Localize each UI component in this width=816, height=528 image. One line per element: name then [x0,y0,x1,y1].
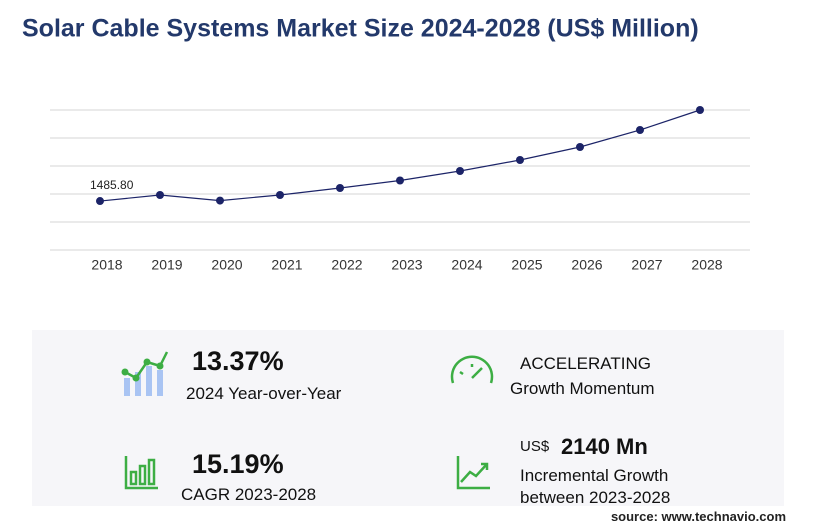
point [156,190,164,199]
point [696,106,704,114]
stat-label: CAGR 2023-2028 [181,485,317,504]
chart: Solar Cable Systems Market Size 2024-202… [22,15,750,273]
cagr-icon [124,456,158,490]
point [96,197,104,206]
point [636,125,644,134]
gauge-icon [450,355,494,384]
point [576,142,584,151]
stat-value: ACCELERATING [520,354,651,373]
x-tick-label: 2028 [691,257,722,273]
chart-title: Solar Cable Systems Market Size 2024-202… [22,15,699,43]
x-tick-label: 2021 [271,257,302,273]
stat-label: 2024 Year-over-Year [186,384,342,403]
point [396,176,404,185]
point [516,156,524,165]
source: source: www.technavio.com [610,509,786,524]
stat-value: 13.37% [192,346,284,376]
x-tick-label: 2026 [571,257,602,273]
x-tick-label: 2022 [331,257,362,273]
x-tick-label: 2025 [511,257,542,273]
stat-label: between 2023-2028 [520,488,671,507]
point [216,196,224,205]
value-label: 1485.80 [90,178,134,192]
x-tick-label: 2024 [451,257,482,273]
point [336,184,344,193]
stat-label: Growth Momentum [510,379,655,398]
yoy-icon [121,351,169,396]
point [456,167,464,176]
x-tick-label: 2019 [151,257,182,273]
growth-icon [456,456,490,490]
stat-value: 15.19% [192,449,284,479]
stat-label: Incremental Growth [520,466,669,485]
stat-value: 2140 Mn [561,434,648,459]
x-tick-label: 2027 [631,257,662,273]
x-tick-label: 2020 [211,257,242,273]
stat-prefix: US$ [520,438,550,455]
x-tick-label: 2023 [391,257,422,273]
point [276,190,284,199]
x-tick-label: 2018 [91,257,122,273]
stats-panel [32,330,784,506]
